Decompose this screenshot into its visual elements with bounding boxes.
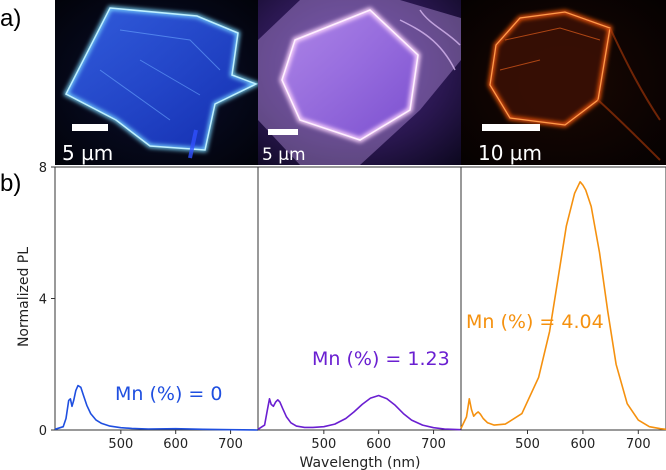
x-tick-label: 600 xyxy=(163,437,188,452)
series-label-1: Mn (%) = 0 xyxy=(115,383,222,405)
x-tick-label: 500 xyxy=(515,437,540,452)
series-line-1 xyxy=(54,384,259,431)
series-line-2 xyxy=(257,394,462,431)
panel-frame xyxy=(257,166,462,431)
scale-label-1: 5 µm xyxy=(62,141,113,165)
scale-bar-2 xyxy=(268,129,298,135)
panel-frame xyxy=(460,166,666,431)
scale-label-2: 5 µm xyxy=(262,145,306,165)
pl-chart: Normalized PL Wavelength (nm) 500 600 700 0… xyxy=(16,161,666,470)
panel-label-a: a) xyxy=(0,5,21,32)
x-tick-label: 700 xyxy=(218,437,243,452)
micrograph-1: 5 µm xyxy=(55,0,262,165)
chart-panel-3: 500 600 700 Mn (%) = 4.04 xyxy=(460,166,666,452)
y-tick-label: 0 xyxy=(39,424,47,439)
x-tick-label: 700 xyxy=(421,437,446,452)
y-axis-label: Normalized PL xyxy=(16,247,32,347)
x-tick-label: 500 xyxy=(311,437,336,452)
scale-bar-1 xyxy=(72,124,108,131)
panel-label-b: b) xyxy=(0,170,21,197)
x-tick-label: 500 xyxy=(108,437,133,452)
x-tick-label: 600 xyxy=(366,437,391,452)
series-line-3 xyxy=(460,181,666,431)
x-tick-label: 600 xyxy=(570,437,595,452)
x-tick-label: 700 xyxy=(626,437,651,452)
series-label-3: Mn (%) = 4.04 xyxy=(466,311,604,333)
micrograph-2: 5 µm xyxy=(258,0,461,165)
chart-panel-1: 500 600 700 0 4 8 Mn (%) = 0 xyxy=(39,161,259,452)
micrograph-3: 10 µm xyxy=(461,0,666,165)
y-tick-label: 4 xyxy=(39,293,47,308)
scale-bar-3 xyxy=(482,124,540,131)
y-tick-label: 8 xyxy=(39,161,47,176)
scale-label-3: 10 µm xyxy=(478,141,542,165)
series-label-2: Mn (%) = 1.23 xyxy=(312,348,450,370)
x-axis-label: Wavelength (nm) xyxy=(300,455,421,470)
chart-panel-2: 500 600 700 Mn (%) = 1.23 xyxy=(257,166,462,452)
